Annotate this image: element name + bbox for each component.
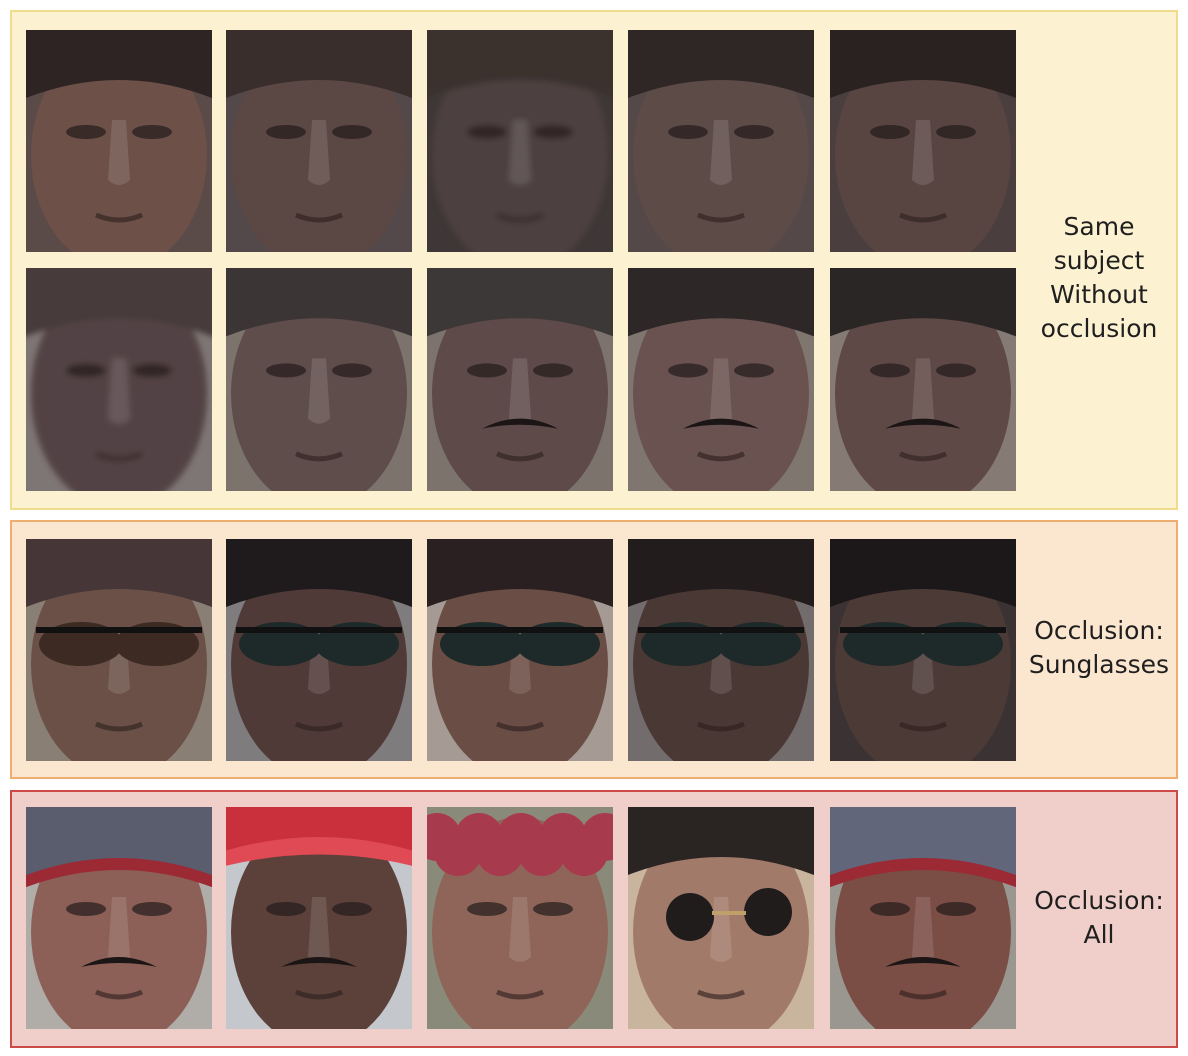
face-photo — [427, 268, 613, 491]
face-photo — [226, 539, 412, 761]
face-photo — [226, 30, 412, 252]
face-photo — [830, 539, 1016, 761]
face-photo — [830, 268, 1016, 491]
face-photo — [26, 539, 212, 761]
panel-label-no-occlusion: Same subject Without occlusion — [1010, 210, 1188, 346]
face-photo — [427, 30, 613, 252]
panel-label-occlusion-all: Occlusion: All — [1010, 884, 1188, 952]
face-photo — [427, 539, 613, 761]
face-photo — [26, 807, 212, 1029]
label-line: Occlusion: — [1034, 616, 1164, 645]
label-line: Without — [1050, 280, 1148, 309]
face-photo — [226, 268, 412, 491]
face-photo — [628, 539, 814, 761]
label-line: Same — [1063, 212, 1135, 241]
face-photo — [830, 807, 1016, 1029]
label-line: Occlusion: — [1034, 886, 1164, 915]
face-photo — [26, 30, 212, 252]
face-photo — [628, 30, 814, 252]
face-photo — [830, 30, 1016, 252]
face-photo — [26, 268, 212, 491]
face-photo — [628, 807, 814, 1029]
face-photo — [427, 807, 613, 1029]
panel-label-sunglasses: Occlusion: Sunglasses — [1010, 614, 1188, 682]
label-line: occlusion — [1040, 314, 1158, 343]
label-line: Sunglasses — [1028, 650, 1170, 679]
face-photo — [226, 807, 412, 1029]
label-line: All — [1083, 920, 1115, 949]
face-photo — [628, 268, 814, 491]
label-line: subject — [1053, 246, 1145, 275]
